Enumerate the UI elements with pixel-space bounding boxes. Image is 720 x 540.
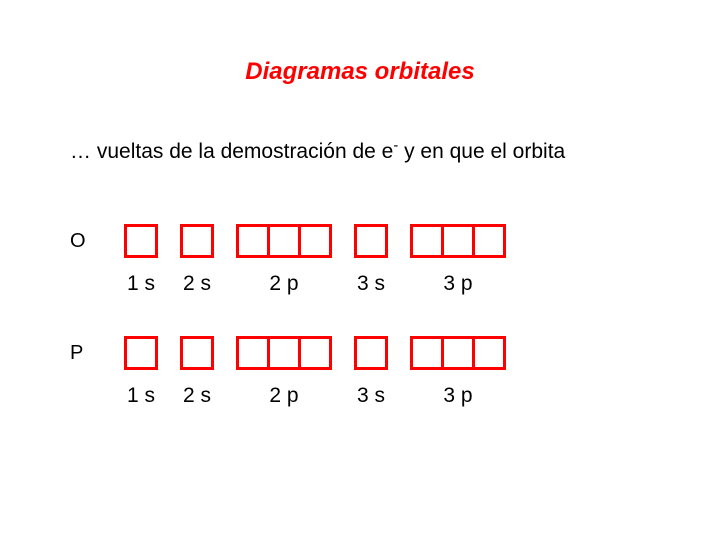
orbital-label: 3 s <box>357 384 385 408</box>
orbital-label: 1 s <box>127 384 155 408</box>
subtitle-text-suffix: y en que el orbita <box>398 140 565 163</box>
element-label-O: O <box>70 230 86 253</box>
orbital-group-3s: 3 s <box>354 224 388 296</box>
orbital-box <box>124 224 158 258</box>
orbital-group-3p: 3 p <box>410 224 506 296</box>
orbital-boxes-P: 1 s 2 s 2 p 3 s <box>124 336 506 408</box>
orbital-boxrow <box>410 224 506 258</box>
orbital-box <box>180 336 214 370</box>
orbital-box <box>298 224 332 258</box>
orbital-label: 2 s <box>183 272 211 296</box>
orbital-boxrow <box>236 336 332 370</box>
orbital-boxrow <box>410 336 506 370</box>
orbital-boxrow <box>236 224 332 258</box>
diagram-subtitle: … vueltas de la demostración de e- y en … <box>70 140 720 164</box>
orbital-group-1s: 1 s <box>124 336 158 408</box>
orbital-box <box>472 336 506 370</box>
orbital-box <box>354 336 388 370</box>
orbital-label: 2 p <box>269 272 298 296</box>
orbital-box <box>180 224 214 258</box>
diagram-title: Diagramas orbitales <box>0 58 720 86</box>
orbital-box <box>441 336 475 370</box>
orbital-box <box>354 224 388 258</box>
orbital-label: 3 s <box>357 272 385 296</box>
orbital-box <box>236 336 270 370</box>
orbital-boxrow <box>180 336 214 370</box>
orbital-box <box>124 336 158 370</box>
orbital-box <box>410 336 444 370</box>
orbital-label: 2 s <box>183 384 211 408</box>
orbital-box <box>298 336 332 370</box>
orbital-group-2s: 2 s <box>180 336 214 408</box>
orbital-label: 3 p <box>443 272 472 296</box>
orbital-boxrow <box>354 224 388 258</box>
orbital-group-2p: 2 p <box>236 336 332 408</box>
orbital-boxes-O: 1 s 2 s 2 p 3 s <box>124 224 506 296</box>
orbital-box <box>236 224 270 258</box>
orbital-box <box>410 224 444 258</box>
orbital-label: 3 p <box>443 384 472 408</box>
orbital-boxrow <box>354 336 388 370</box>
element-label-P: P <box>70 342 83 365</box>
orbital-group-3p: 3 p <box>410 336 506 408</box>
orbital-box <box>267 336 301 370</box>
orbital-box <box>267 224 301 258</box>
orbital-box <box>472 224 506 258</box>
orbital-boxrow <box>124 336 158 370</box>
orbital-group-3s: 3 s <box>354 336 388 408</box>
orbital-label: 1 s <box>127 272 155 296</box>
orbital-group-2s: 2 s <box>180 224 214 296</box>
orbital-group-2p: 2 p <box>236 224 332 296</box>
subtitle-text-prefix: … vueltas de la demostración de e <box>70 140 393 163</box>
orbital-boxrow <box>180 224 214 258</box>
orbital-boxrow <box>124 224 158 258</box>
orbital-label: 2 p <box>269 384 298 408</box>
orbital-group-1s: 1 s <box>124 224 158 296</box>
orbital-box <box>441 224 475 258</box>
